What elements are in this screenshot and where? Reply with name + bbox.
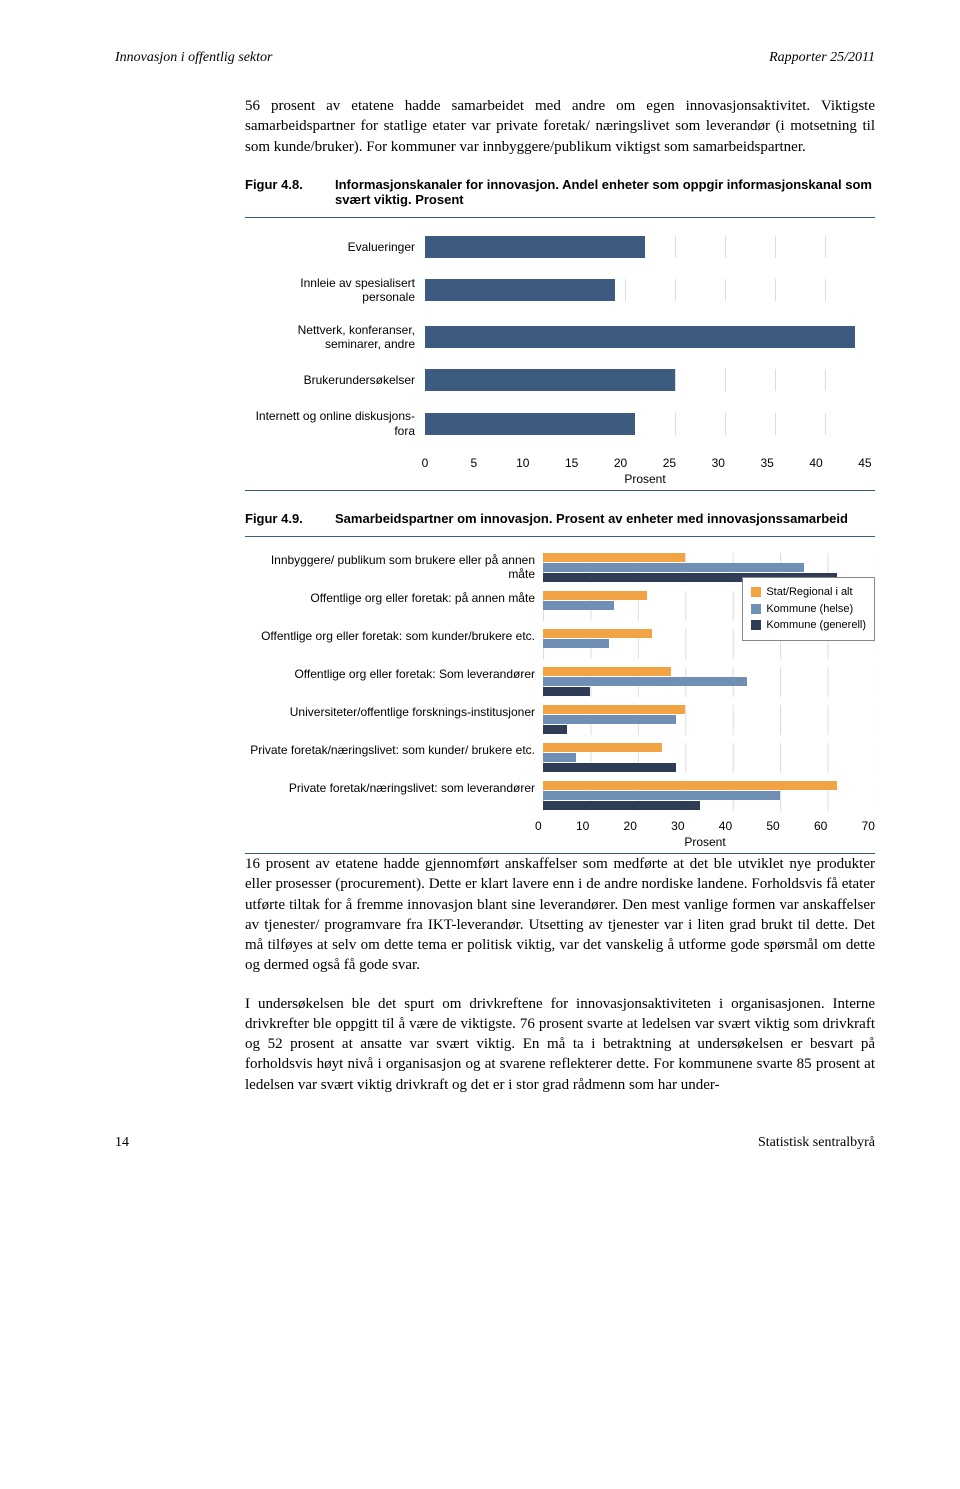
legend-item: Kommune (helse) [751,601,866,618]
paragraph-3: I undersøkelsen ble det spurt om drivkre… [245,994,875,1095]
figure-49-title: Samarbeidspartner om innovasjon. Prosent… [335,511,875,526]
page-footer: 14 Statistisk sentralbyrå [115,1135,875,1151]
chart-group-row: Universiteter/offentlige forsknings-inst… [245,705,875,735]
chart-series-bar [543,553,685,562]
figure-48-caption: Figur 4.8. Informasjonskanaler for innov… [245,177,875,207]
legend-item: Stat/Regional i alt [751,584,866,601]
paragraph-1: 56 prosent av etatene hadde samarbeidet … [245,96,875,157]
chart-series-bar [543,725,567,734]
chart-x-axis: 010203040506070 [535,819,875,833]
figure-49-caption: Figur 4.9. Samarbeidspartner om innovasj… [245,511,875,526]
chart-group-label: Offentlige org eller foretak: på annen m… [245,591,543,605]
chart-series-bar [543,801,700,810]
header-left: Innovasjon i offentlig sektor [115,50,272,66]
chart-x-axis-label: Prosent [535,835,875,849]
chart-bar [425,279,615,301]
chart-group-label: Innbyggere/ publikum som brukere eller p… [245,553,543,582]
chart-bar-row: Brukerundersøkelser [245,369,875,391]
chart-legend: Stat/Regional i altKommune (helse)Kommun… [742,577,875,641]
chart-bar [425,326,855,348]
chart-series-bar [543,705,685,714]
chart-group-label: Private foretak/næringslivet: som levera… [245,781,543,795]
chart-group-label: Offentlige org eller foretak: Som levera… [245,667,543,681]
chart-series-bar [543,781,837,790]
chart-bar-row: Innleie av spesialisert personale [245,276,875,305]
publisher: Statistisk sentralbyrå [758,1135,875,1151]
chart-series-bar [543,677,747,686]
chart-bar [425,236,645,258]
chart-bar-label: Nettverk, konferanser, seminarer, andre [245,323,425,352]
chart-series-bar [543,629,652,638]
chart-x-axis-label: Prosent [415,472,875,486]
chart-group-label: Universiteter/offentlige forsknings-inst… [245,705,543,719]
chart-series-bar [543,687,590,696]
figure-49-chart: Innbyggere/ publikum som brukere eller p… [245,536,875,854]
chart-group-row: Private foretak/næringslivet: som kunder… [245,743,875,773]
figure-49-number: Figur 4.9. [245,511,335,526]
chart-series-bar [543,753,576,762]
chart-series-bar [543,563,804,572]
chart-x-axis: 051015202530354045 [415,456,875,470]
chart-group-row: Private foretak/næringslivet: som levera… [245,781,875,811]
chart-bar [425,369,675,391]
chart-group-label: Private foretak/næringslivet: som kunder… [245,743,543,757]
chart-series-bar [543,715,676,724]
chart-series-bar [543,743,662,752]
chart-series-bar [543,639,609,648]
figure-48-number: Figur 4.8. [245,177,335,207]
chart-series-bar [543,591,647,600]
chart-series-bar [543,791,780,800]
chart-bar-label: Brukerundersøkelser [245,373,425,387]
chart-bar-row: Internett og online diskusjons-fora [245,409,875,438]
paragraph-2: 16 prosent av etatene hadde gjennomført … [245,854,875,976]
page-number: 14 [115,1135,129,1151]
chart-group-row: Offentlige org eller foretak: Som levera… [245,667,875,697]
page-header: Innovasjon i offentlig sektor Rapporter … [115,50,875,66]
figure-48-chart: Evalueringer Innleie av spesialisert pers… [245,217,875,491]
chart-series-bar [543,667,671,676]
chart-bar-row: Evalueringer [245,236,875,258]
chart-bar [425,413,635,435]
chart-bar-label: Internett og online diskusjons-fora [245,409,425,438]
header-right: Rapporter 25/2011 [769,50,875,66]
chart-series-bar [543,763,676,772]
chart-bar-row: Nettverk, konferanser, seminarer, andre [245,323,875,352]
chart-series-bar [543,601,614,610]
chart-group-label: Offentlige org eller foretak: som kunder… [245,629,543,643]
legend-item: Kommune (generell) [751,617,866,634]
chart-bar-label: Evalueringer [245,240,425,254]
chart-bar-label: Innleie av spesialisert personale [245,276,425,305]
figure-48-title: Informasjonskanaler for innovasjon. Ande… [335,177,875,207]
